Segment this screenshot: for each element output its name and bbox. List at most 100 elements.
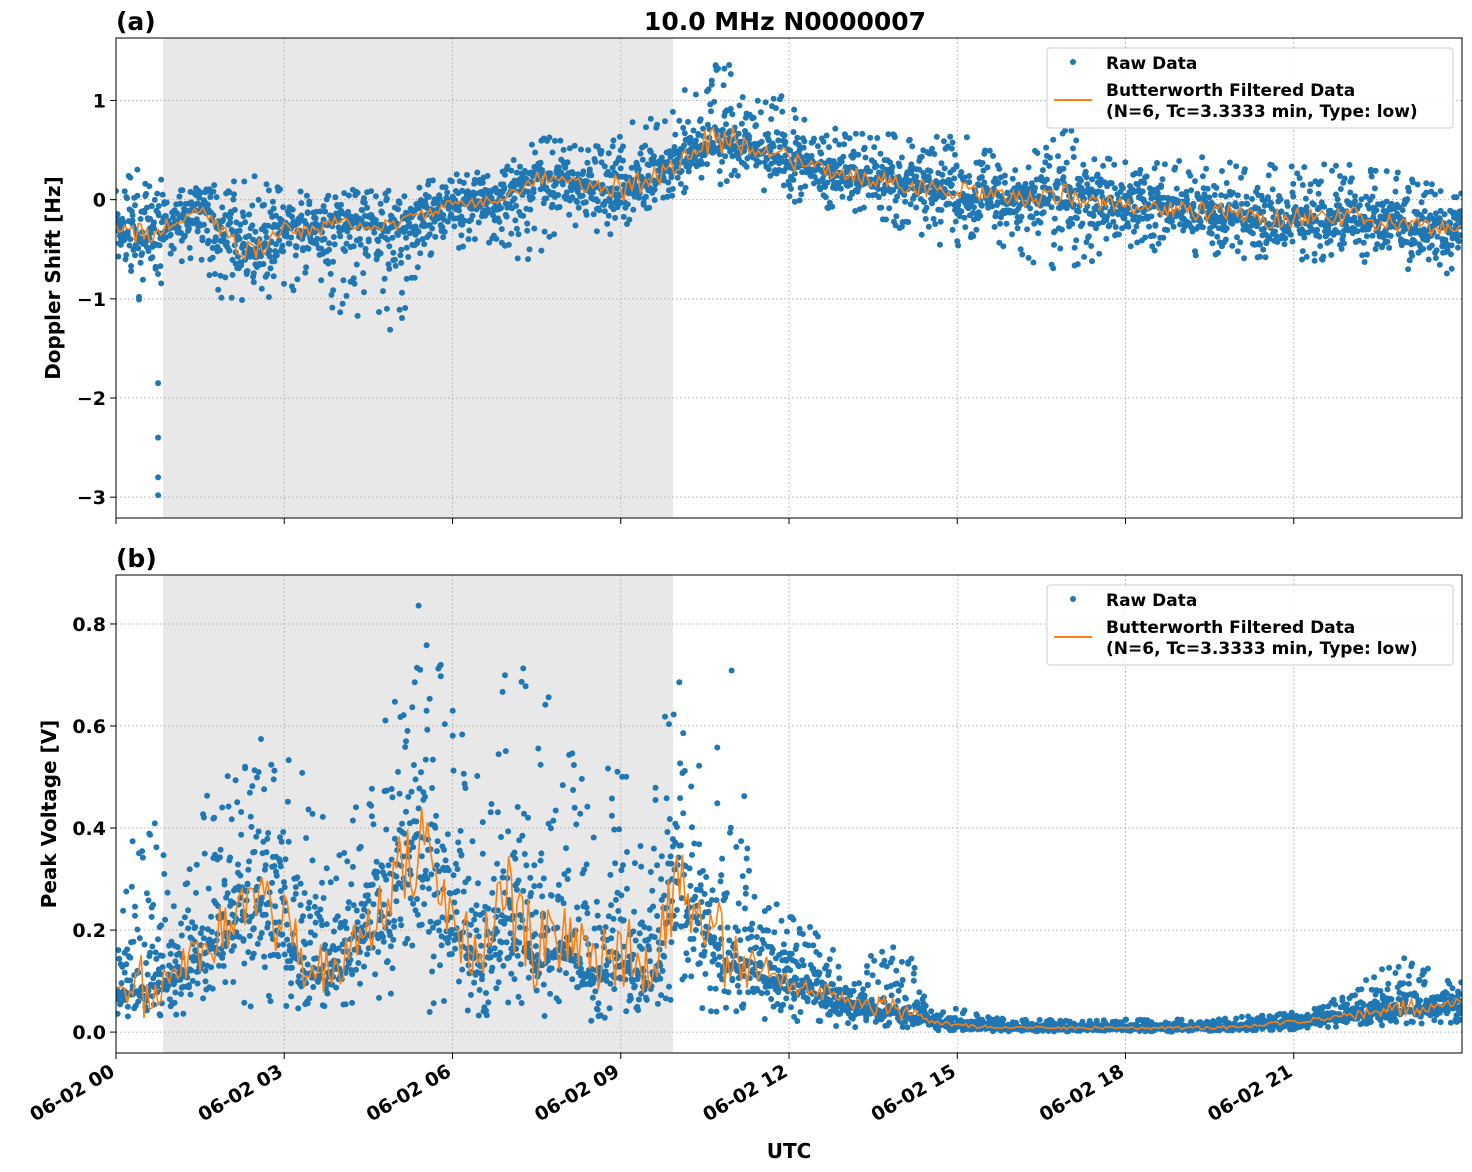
raw-data-point xyxy=(978,202,985,209)
raw-data-point xyxy=(826,144,832,151)
raw-data-point xyxy=(423,642,430,649)
raw-data-point xyxy=(441,998,447,1004)
raw-data-point xyxy=(425,928,432,935)
raw-data-point xyxy=(623,773,630,780)
raw-data-point xyxy=(697,116,704,123)
raw-data-point xyxy=(325,260,332,267)
raw-data-point xyxy=(1265,172,1272,179)
raw-data-point xyxy=(422,793,428,800)
raw-data-point xyxy=(1260,208,1267,215)
raw-data-point xyxy=(539,893,546,900)
raw-data-point xyxy=(162,916,169,923)
raw-data-point xyxy=(635,1007,642,1014)
raw-data-point xyxy=(931,151,938,157)
raw-data-point xyxy=(517,912,524,919)
raw-data-point xyxy=(548,965,555,972)
raw-data-point xyxy=(578,965,584,972)
raw-data-point xyxy=(342,248,348,254)
raw-data-point xyxy=(433,848,440,855)
raw-data-point xyxy=(1316,233,1323,240)
raw-data-point xyxy=(651,197,658,203)
raw-data-point xyxy=(487,954,494,961)
raw-data-point xyxy=(554,924,561,931)
raw-data-point xyxy=(139,848,146,855)
panel-a-ylabel: Doppler Shift [Hz] xyxy=(41,176,65,380)
raw-data-point xyxy=(630,928,637,935)
raw-data-point xyxy=(1274,239,1281,245)
raw-data-point xyxy=(673,160,680,167)
raw-data-point xyxy=(537,761,544,768)
raw-data-point xyxy=(135,998,142,1005)
y-tick-label: −2 xyxy=(77,388,106,410)
raw-data-point xyxy=(537,857,544,864)
raw-data-point xyxy=(525,188,531,195)
raw-data-point xyxy=(1419,215,1426,222)
raw-data-point xyxy=(650,153,657,160)
raw-data-point xyxy=(141,941,148,948)
raw-data-point xyxy=(494,860,501,867)
raw-data-point xyxy=(188,967,195,974)
raw-data-point xyxy=(584,803,591,810)
raw-data-point xyxy=(1296,175,1303,181)
raw-data-point xyxy=(518,678,525,685)
raw-data-point xyxy=(780,182,787,189)
raw-data-point xyxy=(460,888,467,895)
raw-data-point xyxy=(1428,242,1435,249)
raw-data-point xyxy=(1119,185,1126,191)
raw-data-point xyxy=(1327,237,1334,244)
raw-data-point xyxy=(995,179,1002,186)
raw-data-point xyxy=(592,158,599,165)
raw-data-point xyxy=(513,886,520,893)
raw-data-point xyxy=(555,998,562,1005)
raw-data-point xyxy=(116,211,121,218)
raw-data-point xyxy=(512,217,519,224)
raw-data-point xyxy=(1123,210,1130,217)
raw-data-point xyxy=(1257,241,1263,248)
raw-data-point xyxy=(859,130,866,137)
raw-data-point xyxy=(685,168,692,175)
raw-data-point xyxy=(723,178,730,185)
panel-b-label: (b) xyxy=(116,544,157,573)
raw-data-point xyxy=(1301,164,1308,171)
raw-data-point xyxy=(1108,180,1115,187)
raw-data-point xyxy=(245,949,252,956)
raw-data-point xyxy=(630,206,637,213)
raw-data-point xyxy=(147,215,154,222)
raw-data-point xyxy=(508,970,515,977)
raw-data-point xyxy=(380,288,386,295)
raw-data-point xyxy=(294,874,301,881)
raw-data-point xyxy=(292,252,299,259)
raw-data-point xyxy=(739,94,746,101)
raw-data-point xyxy=(790,176,797,183)
raw-data-point xyxy=(532,149,539,156)
raw-data-point xyxy=(680,730,687,737)
raw-data-point xyxy=(705,86,712,93)
raw-data-point xyxy=(664,193,671,200)
raw-data-point xyxy=(489,889,496,896)
raw-data-point xyxy=(514,804,521,810)
raw-data-point xyxy=(654,862,661,869)
raw-data-point xyxy=(875,186,882,192)
raw-data-point xyxy=(151,196,158,203)
raw-data-point xyxy=(765,130,771,137)
raw-data-point xyxy=(1222,236,1229,243)
raw-data-point xyxy=(221,877,228,884)
raw-data-point xyxy=(1405,188,1412,195)
raw-data-point xyxy=(429,177,436,184)
raw-data-point xyxy=(439,914,446,921)
raw-data-point xyxy=(265,294,272,301)
x-axis-label: UTC xyxy=(767,1139,812,1163)
raw-data-point xyxy=(340,277,347,284)
raw-data-point xyxy=(1315,190,1322,197)
raw-data-point xyxy=(436,868,443,875)
raw-data-point xyxy=(355,960,362,966)
raw-data-point xyxy=(132,903,138,910)
raw-data-point xyxy=(546,134,553,141)
raw-data-point xyxy=(223,239,230,246)
raw-data-point xyxy=(1411,238,1418,245)
raw-data-point xyxy=(788,185,794,192)
raw-data-point xyxy=(284,798,291,805)
raw-data-point xyxy=(380,901,387,908)
raw-data-point xyxy=(327,270,334,277)
raw-data-point xyxy=(327,879,334,886)
